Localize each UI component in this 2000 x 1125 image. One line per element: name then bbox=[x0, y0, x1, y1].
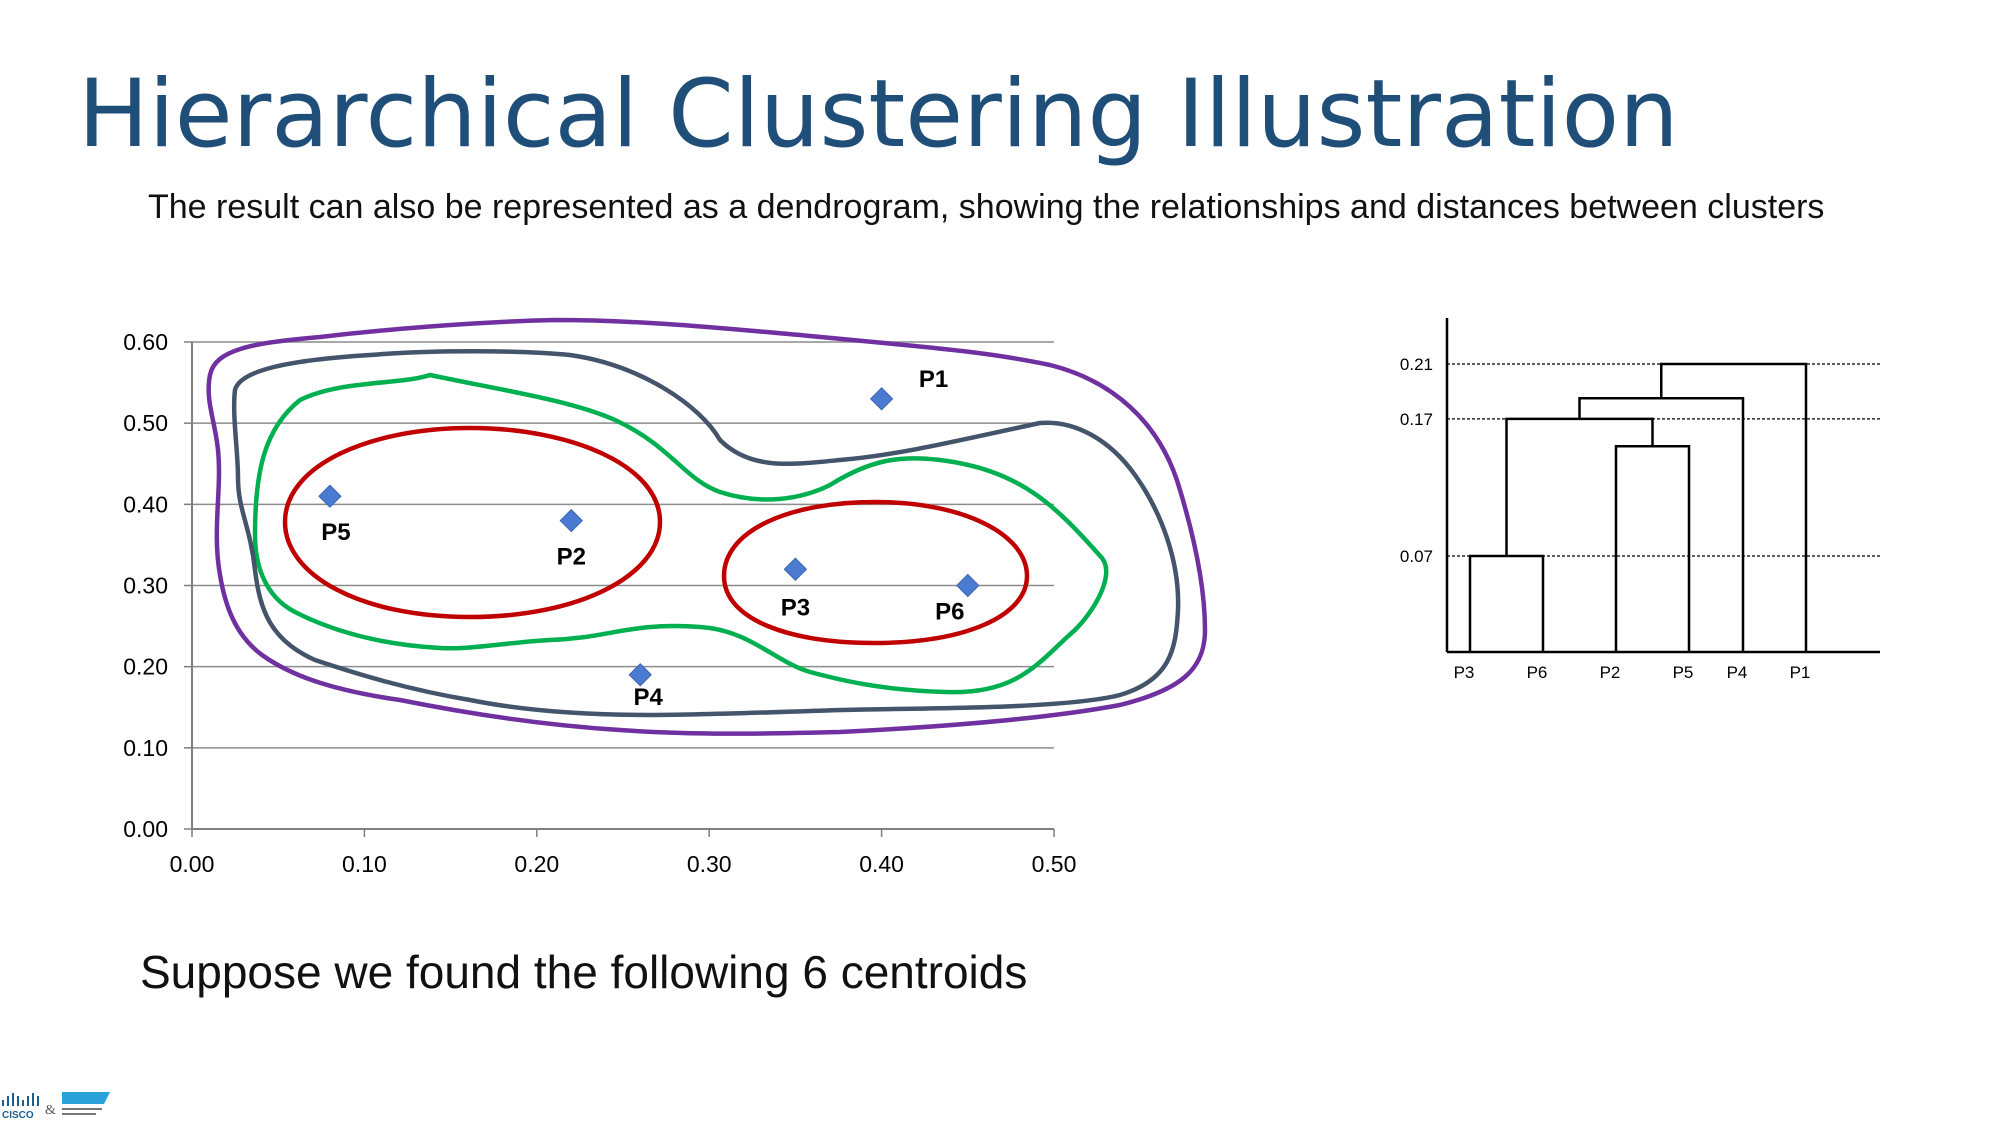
point-p4 bbox=[628, 663, 652, 687]
dendrogram-labels: P3 P6 P2 P5 P4 P1 bbox=[1454, 663, 1811, 682]
point-p5 bbox=[318, 484, 342, 508]
dendro-leaf-label: P1 bbox=[1790, 663, 1811, 682]
point-p2 bbox=[559, 508, 583, 533]
x-tick-label: 0.30 bbox=[687, 851, 732, 877]
y-tick-label: 0.10 bbox=[123, 735, 168, 761]
point-label-p1: P1 bbox=[919, 366, 948, 393]
point-label-p5: P5 bbox=[321, 519, 350, 546]
point-label-p2: P2 bbox=[557, 544, 586, 571]
x-tick-label: 0.40 bbox=[859, 851, 904, 877]
dendro-link-p3-p6-p2-p5 bbox=[1505, 417, 1654, 556]
dendro-link-p3-p6 bbox=[1468, 554, 1545, 652]
dendro-link-p3-p6-p2-p5-p4-p1 bbox=[1660, 362, 1808, 652]
dendro-leaf-label: P5 bbox=[1673, 663, 1694, 682]
cluster-contour-p5-p2 bbox=[282, 425, 663, 620]
dendrogram-links bbox=[1468, 362, 1808, 652]
point-label-p3: P3 bbox=[781, 594, 810, 621]
x-tick-label: 0.50 bbox=[1032, 851, 1077, 877]
dendro-leaf-label: P2 bbox=[1600, 663, 1621, 682]
page-title: Hierarchical Clustering Illustration bbox=[78, 60, 1679, 169]
svg-text:CISCO: CISCO bbox=[2, 1110, 34, 1121]
dendro-leaf-label: P6 bbox=[1527, 663, 1548, 682]
y-tick-label: 0.30 bbox=[123, 573, 168, 599]
y-tick-label: 0.00 bbox=[123, 816, 168, 842]
svg-text:&: & bbox=[45, 1103, 56, 1118]
x-tick-label: 0.20 bbox=[514, 851, 559, 877]
point-p6 bbox=[956, 573, 980, 598]
cluster-contour-level2 bbox=[252, 372, 1109, 695]
cisco-logo: CISCO & bbox=[2, 1092, 110, 1121]
x-tick-label: 0.10 bbox=[342, 851, 387, 877]
axes: 0.00 0.10 0.20 0.30 0.40 0.50 0.60 0.00 0.10 0.20… bbox=[123, 329, 1076, 877]
point-label-p4: P4 bbox=[634, 684, 664, 711]
y-tick-label: 0.60 bbox=[123, 329, 168, 355]
dendro-leaf-label: P3 bbox=[1454, 663, 1475, 682]
y-tick-label: 0.50 bbox=[123, 410, 168, 436]
dendro-leaf-label: P4 bbox=[1727, 663, 1748, 682]
dendro-y-tick-label: 0.07 bbox=[1400, 547, 1433, 566]
page-subtitle: The result can also be represented as a … bbox=[148, 188, 1825, 226]
cluster-contours bbox=[206, 317, 1208, 736]
dendrogram-axes: 0.07 0.17 0.21 bbox=[1400, 318, 1880, 654]
y-tick-label: 0.20 bbox=[123, 654, 168, 680]
data-points: P1 P2 P3 P4 P5 P6 bbox=[318, 366, 980, 711]
dendro-y-tick-label: 0.21 bbox=[1400, 355, 1433, 374]
dendro-link-p2-p5 bbox=[1614, 445, 1691, 652]
point-p1 bbox=[869, 387, 894, 411]
dendro-link-p3-p6-p2-p5-p4 bbox=[1578, 397, 1745, 652]
x-tick-label: 0.00 bbox=[170, 851, 215, 877]
point-label-p6: P6 bbox=[935, 599, 964, 626]
cluster-contour-p3-p6 bbox=[721, 499, 1030, 646]
point-p3 bbox=[783, 557, 808, 581]
caption-text: Suppose we found the following 6 centroi… bbox=[140, 946, 1028, 998]
y-tick-label: 0.40 bbox=[123, 491, 168, 517]
dendro-y-tick-label: 0.17 bbox=[1400, 410, 1433, 429]
cluster-contour-level4 bbox=[206, 317, 1208, 736]
cluster-contour-level3 bbox=[231, 349, 1181, 718]
